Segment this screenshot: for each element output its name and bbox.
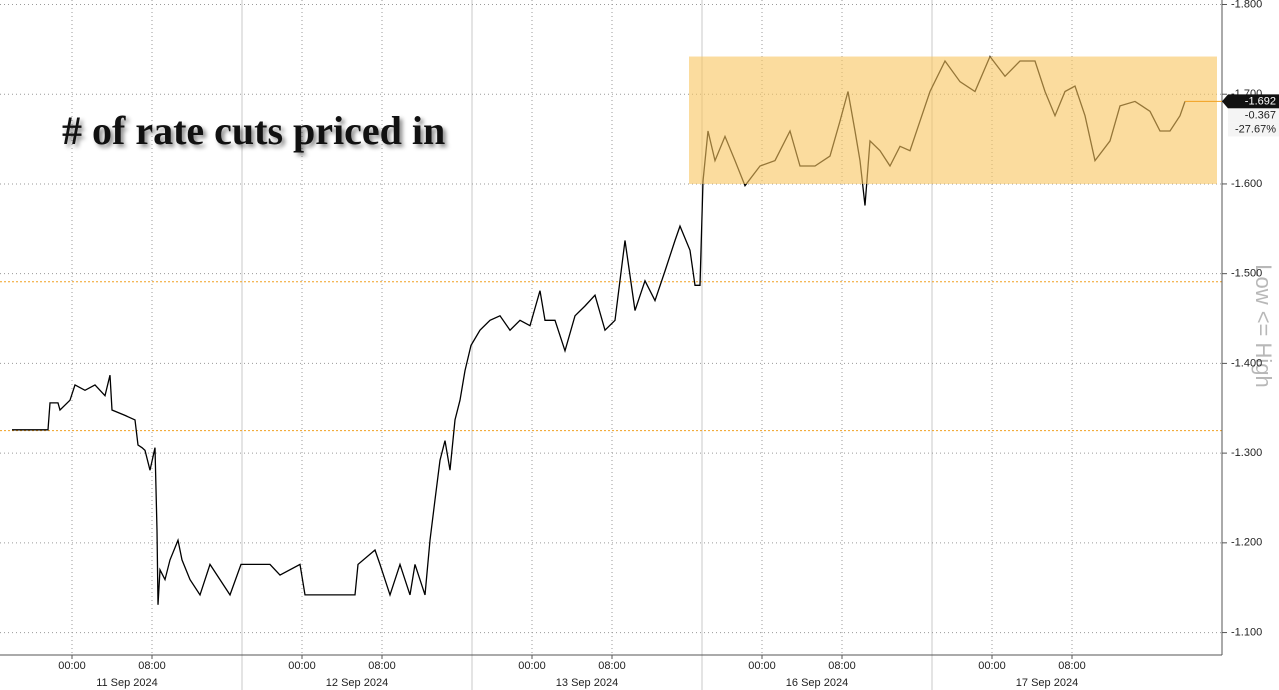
- y-tick-label: -1.600: [1231, 178, 1262, 190]
- axis-label: Low <= High: [1251, 264, 1276, 388]
- foreground-layer: [12, 55, 1217, 605]
- session-label: 16 Sep 2024: [786, 677, 848, 689]
- last-label: -0.367: [1245, 109, 1276, 121]
- y-tick-label: -1.400: [1231, 357, 1262, 369]
- session-label: 17 Sep 2024: [1016, 677, 1078, 689]
- session-label: 13 Sep 2024: [556, 677, 618, 689]
- last-label: -1.692: [1245, 95, 1276, 107]
- last-label-bg: [1228, 108, 1279, 123]
- y-tick-label: -1.800: [1231, 0, 1262, 10]
- x-tick-label: 00:00: [288, 660, 316, 672]
- x-tick-label: 00:00: [748, 660, 776, 672]
- last-label: -27.67%: [1235, 123, 1276, 135]
- x-tick-label: 00:00: [978, 660, 1006, 672]
- y-tick-label: -1.500: [1231, 268, 1262, 280]
- chart-title: # of rate cuts priced in: [62, 108, 445, 153]
- x-tick-label: 00:00: [518, 660, 546, 672]
- session-label: 12 Sep 2024: [326, 677, 388, 689]
- x-tick-label: 08:00: [1058, 660, 1086, 672]
- y-tick-label: -1.100: [1231, 626, 1262, 638]
- y-tick-label: -1.300: [1231, 447, 1262, 459]
- x-tick-label: 00:00: [58, 660, 86, 672]
- x-tick-label: 08:00: [368, 660, 396, 672]
- y-tick-label: -1.200: [1231, 537, 1262, 549]
- x-tick-label: 08:00: [598, 660, 626, 672]
- last-label-bg: [1228, 122, 1279, 137]
- x-tick-label: 08:00: [828, 660, 856, 672]
- highlight-box: [689, 56, 1217, 184]
- x-tick-label: 08:00: [138, 660, 166, 672]
- last-value-pointer: [1222, 94, 1279, 109]
- session-label: 11 Sep 2024: [96, 677, 158, 689]
